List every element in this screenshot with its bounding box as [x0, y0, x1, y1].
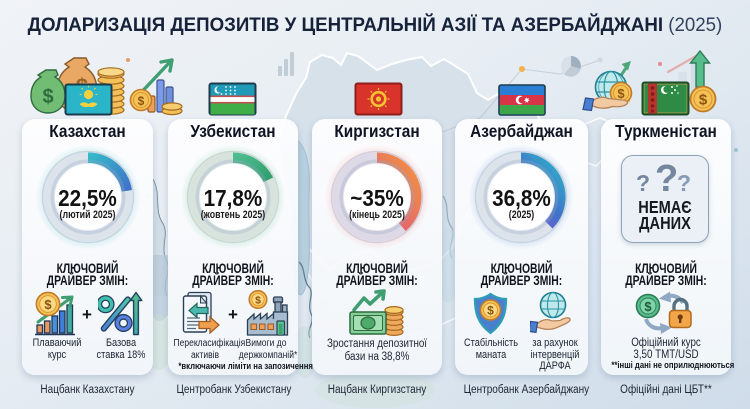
svg-text:$: $: [644, 299, 652, 314]
svg-text:$: $: [138, 94, 145, 108]
svg-text:$: $: [699, 92, 708, 109]
svg-text:$: $: [44, 297, 52, 312]
svg-text:$: $: [255, 295, 261, 307]
svg-text:$: $: [42, 86, 53, 108]
svg-text:$: $: [487, 304, 494, 318]
svg-text:$: $: [617, 86, 625, 101]
